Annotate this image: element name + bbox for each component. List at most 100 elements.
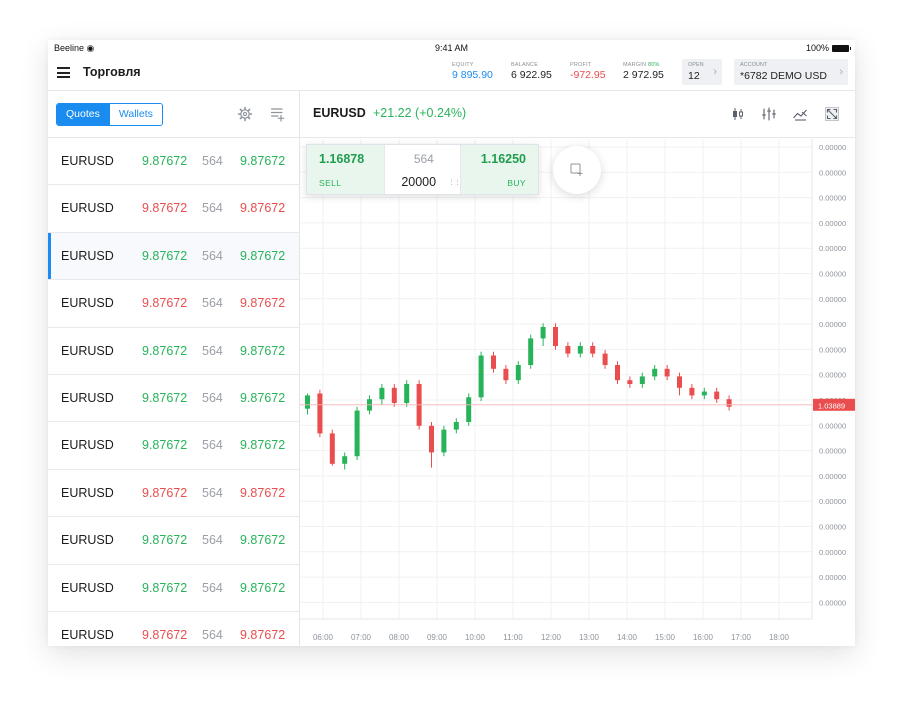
candlestick-type-icon[interactable] [730,106,746,122]
candle-body [602,353,608,365]
x-tick-label: 06:00 [313,633,334,642]
y-tick-label: 0.00000 [819,497,846,506]
quote-ask: 9.87672 [240,201,286,216]
account-button[interactable]: ACCOUNT *6782 DEMO USD › [734,59,848,85]
list-add-icon[interactable] [270,106,286,122]
y-tick-label: 0.00000 [819,270,846,279]
y-tick-label: 0.00000 [819,320,846,329]
y-tick-label: 0.00000 [819,244,846,253]
candle-body [553,327,558,346]
candle-body [689,387,695,396]
add-order-button[interactable] [553,146,601,194]
quote-row[interactable]: EURUSD 9.87672 564 9.87672 [48,232,299,281]
candle-body [677,376,682,388]
x-tick-label: 09:00 [427,633,448,642]
chevron-right-icon: › [839,66,843,78]
candle-body [577,346,583,354]
quote-bid: 9.87672 [142,154,188,168]
quote-row[interactable]: EURUSD 9.87672 564 9.87672 [48,517,299,565]
buy-label: BUY [507,178,526,188]
y-tick-label: 0.00000 [819,371,846,380]
trade-widget: 1.16878 SELL 564 20000 ⋮⋮ 1.16250 BUY [306,144,539,195]
volume-input[interactable]: 20000 [401,175,437,189]
quote-spread: 564 [202,580,223,595]
quote-spread: 564 [202,485,223,500]
sell-price: 1.16878 [319,152,365,166]
quote-ask: 9.87672 [240,438,286,453]
open-positions-button[interactable]: OPEN 12 › [682,59,722,85]
hamburger-menu-icon[interactable] [57,67,70,78]
margin-label-text: MARGIN [623,62,647,68]
battery-indicator: 100% [806,43,851,53]
y-tick-label: 0.00000 [819,472,846,481]
quote-ask: 9.87672 [240,296,286,311]
sell-label: SELL [319,178,342,188]
sell-button[interactable]: 1.16878 SELL [307,145,385,194]
buy-button[interactable]: 1.16250 BUY [460,145,538,194]
x-tick-label: 12:00 [541,633,562,642]
quote-ask: 9.87672 [240,627,286,642]
volume-stepper-icon[interactable]: ⋮⋮ [448,180,461,186]
quote-spread: 564 [202,438,223,453]
quote-ask: 9.87672 [240,248,286,263]
quote-spread: 564 [202,627,223,642]
quote-row[interactable]: EURUSD 9.87672 564 9.87672 [48,138,299,186]
y-tick-label: 0.00000 [819,345,846,354]
candle-body [515,365,521,381]
quote-symbol: EURUSD [61,533,114,548]
equity-label: EQUITY [452,62,474,68]
trade-spread: 564 [413,152,434,166]
candle-body [478,355,484,398]
quote-symbol: EURUSD [61,201,114,216]
quote-ask: 9.87672 [240,154,286,168]
quote-bid: 9.87672 [142,248,188,263]
open-value: 12 [688,70,700,82]
quote-symbol: EURUSD [61,296,114,311]
quote-symbol: EURUSD [61,627,114,642]
quote-row[interactable]: EURUSD 9.87672 564 9.87672 [48,422,299,470]
y-tick-label: 0.00000 [819,421,846,430]
quote-row[interactable]: EURUSD 9.87672 564 9.87672 [48,185,299,233]
fullscreen-icon[interactable] [824,106,840,122]
quote-symbol: EURUSD [61,343,114,358]
x-tick-label: 08:00 [389,633,410,642]
quote-bid: 9.87672 [142,485,188,500]
clock: 9:41 AM [434,43,469,53]
candle-body [528,338,534,365]
tab-quotes[interactable]: Quotes [57,104,109,125]
quote-bid: 9.87672 [142,343,188,358]
wifi-icon: ◉ [86,43,95,53]
quote-bid: 9.87672 [142,533,188,548]
candle-body [565,346,571,354]
quote-spread: 564 [202,248,223,263]
quote-row[interactable]: EURUSD 9.87672 564 9.87672 [48,375,299,423]
carrier-label: Beeline ◉ [54,43,94,54]
candle-body [329,433,335,464]
quote-row[interactable]: EURUSD 9.87672 564 9.87672 [48,280,299,328]
quote-row[interactable]: EURUSD 9.87672 564 9.87672 [48,328,299,375]
quotes-panel: Quotes Wallets EU [48,91,300,646]
quotes-toolbar: Quotes Wallets [48,91,299,138]
y-tick-label: 0.00000 [819,447,846,456]
tab-wallets[interactable]: Wallets [108,104,162,125]
chart-panel: EURUSD +21.22 (+0.24%) [300,91,855,646]
equity-stat: EQUITY 9 895.90 [452,62,493,81]
tablet-screen: Beeline ◉ 9:41 AM 100% Торговля EQUITY 9… [48,40,855,646]
gear-icon[interactable] [237,106,253,122]
candle-body [342,456,348,464]
price-chart[interactable]: 0.00000 0.00000 0.00000 0.00000 0.00000 0.000… [300,139,855,646]
y-tick-label: 0.00000 [819,573,846,582]
drawing-tools-icon[interactable] [792,106,808,122]
quote-ask: 9.87672 [240,343,286,358]
x-tick-label: 15:00 [655,633,676,642]
chart-symbol: EURUSD [313,106,366,120]
quote-row[interactable]: EURUSD 9.87672 564 9.87672 [48,612,299,646]
candle-body [714,391,720,400]
indicators-icon[interactable] [761,106,777,122]
y-tick-label: 0.00000 [819,598,846,607]
quote-row[interactable]: EURUSD 9.87672 564 9.87672 [48,565,299,612]
account-value: *6782 DEMO USD [740,70,827,82]
quote-spread: 564 [202,533,223,548]
quote-symbol: EURUSD [61,580,114,595]
quote-row[interactable]: EURUSD 9.87672 564 9.87672 [48,470,299,518]
